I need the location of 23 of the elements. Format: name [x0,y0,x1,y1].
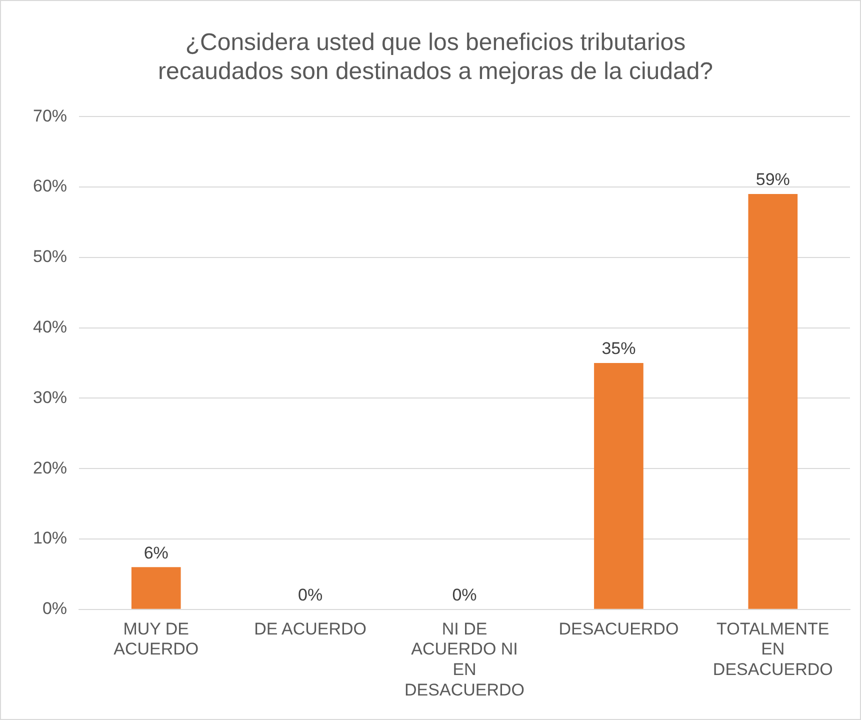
x-tick-label: DE ACUERDO [254,619,367,638]
data-label: 0% [452,586,477,605]
x-tick-label: DESACUERDO [558,619,679,638]
y-tick-label: 50% [32,247,68,266]
x-tick-label: MUY DE ACUERDO [114,619,199,659]
y-tick-label: 30% [32,388,68,407]
y-tick-label: 20% [32,458,68,478]
y-tick-label: 0% [42,599,68,618]
data-label: 35% [602,339,636,358]
data-label: 0% [298,586,323,605]
text: recaudados son destinados a mejoras de la ciudad? [158,58,714,85]
y-tick-label: 60% [32,176,68,196]
text: ¿Considera usted que los beneficios tributarios [185,29,686,56]
bar [748,194,798,609]
x-tick-label: TOTALMENTE EN DESACUERDO [712,619,833,680]
bar [594,363,644,609]
y-tick-label: 70% [32,106,68,126]
bar [131,567,181,609]
y-tick-label: 10% [32,528,68,548]
data-label: 59% [756,170,790,190]
x-tick-label: NI DE ACUERDO NI EN DESACUERDO [404,619,524,700]
y-tick-label: 40% [32,317,68,336]
data-label: 6% [144,543,168,562]
